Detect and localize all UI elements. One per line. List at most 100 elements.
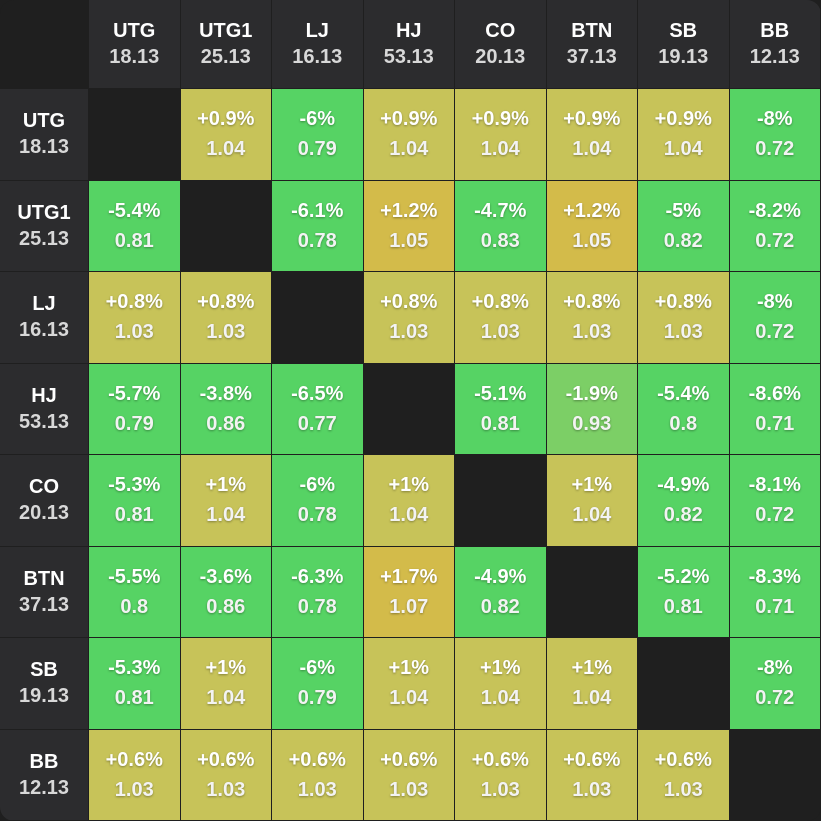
cell-ratio: 0.93	[572, 412, 612, 435]
cell-ratio: 0.71	[755, 412, 795, 435]
matrix-cell[interactable]: -5% 0.82	[638, 180, 730, 272]
matrix-cell[interactable]: -3.8% 0.86	[180, 363, 272, 455]
matrix-cell[interactable]: -8.1% 0.72	[729, 455, 821, 547]
cell-percent: +0.9%	[563, 108, 621, 131]
matrix-cell[interactable]: -8% 0.72	[729, 272, 821, 364]
column-header-lj: LJ 16.13	[272, 0, 364, 89]
matrix-cell[interactable]: +0.8% 1.03	[455, 272, 547, 364]
cell-ratio: 1.03	[389, 778, 429, 801]
matrix-cell[interactable]: +0.8% 1.03	[180, 272, 272, 364]
cell-ratio: 1.03	[206, 321, 246, 344]
matrix-cell[interactable]: +0.9% 1.04	[638, 89, 730, 181]
matrix-cell[interactable]: +0.9% 1.04	[455, 89, 547, 181]
cell-ratio: 0.82	[480, 595, 520, 618]
matrix-cell[interactable]: -5.1% 0.81	[455, 363, 547, 455]
cell-percent: +0.8%	[380, 291, 438, 314]
matrix-cell[interactable]: +0.6% 1.03	[180, 729, 272, 821]
cell-ratio: 1.03	[206, 778, 246, 801]
row-header-utg: UTG 18.13	[0, 89, 89, 181]
cell-percent: +1%	[205, 657, 247, 680]
cell-percent: -8%	[756, 657, 793, 680]
matrix-cell[interactable]: +0.8% 1.03	[638, 272, 730, 364]
matrix-cell[interactable]: -8.3% 0.71	[729, 546, 821, 638]
matrix-cell[interactable]: -8.2% 0.72	[729, 180, 821, 272]
matrix-cell[interactable]: +0.6% 1.03	[455, 729, 547, 821]
matrix-cell[interactable]: +0.6% 1.03	[272, 729, 364, 821]
matrix-cell[interactable]: +1% 1.04	[546, 638, 638, 730]
matrix-cell[interactable]: -5.4% 0.8	[638, 363, 730, 455]
matrix-cell[interactable]: +1.7% 1.07	[363, 546, 455, 638]
matrix-cell[interactable]: -6% 0.79	[272, 638, 364, 730]
matrix-cell[interactable]: +1% 1.04	[363, 638, 455, 730]
cell-percent: +1.2%	[380, 199, 438, 222]
cell-percent: +0.9%	[380, 108, 438, 131]
cell-ratio: 1.04	[480, 687, 520, 710]
cell-percent: -8.6%	[748, 382, 801, 405]
cell-ratio: 0.83	[480, 229, 520, 252]
cell-ratio: 0.81	[480, 412, 520, 435]
matrix-cell[interactable]: -4.9% 0.82	[638, 455, 730, 547]
matrix-cell[interactable]: -8.6% 0.71	[729, 363, 821, 455]
matrix-cell[interactable]: -6.5% 0.77	[272, 363, 364, 455]
matrix-cell[interactable]: -8% 0.72	[729, 89, 821, 181]
matrix-cell[interactable]: +0.9% 1.04	[363, 89, 455, 181]
matrix-cell[interactable]: -5.4% 0.81	[89, 180, 181, 272]
matrix-cell[interactable]: -6.1% 0.78	[272, 180, 364, 272]
matrix-cell[interactable]: +0.6% 1.03	[638, 729, 730, 821]
column-header-utg: UTG 18.13	[89, 0, 181, 89]
cell-ratio: 0.82	[663, 229, 703, 252]
cell-percent: +0.6%	[288, 748, 346, 771]
matrix-cell[interactable]: +1% 1.04	[180, 455, 272, 547]
cell-percent: -6.3%	[291, 565, 344, 588]
matrix-cell[interactable]: -8% 0.72	[729, 638, 821, 730]
cell-percent: +0.9%	[197, 108, 255, 131]
cell-ratio: 1.03	[114, 321, 154, 344]
cell-percent: -4.7%	[474, 199, 527, 222]
matrix-cell[interactable]: -3.6% 0.86	[180, 546, 272, 638]
empty-cell	[272, 272, 364, 364]
matrix-cell[interactable]: +0.8% 1.03	[363, 272, 455, 364]
matrix-cell[interactable]: -6% 0.78	[272, 455, 364, 547]
matrix-cell[interactable]: -4.7% 0.83	[455, 180, 547, 272]
row-header-stack: 25.13	[18, 227, 70, 250]
cell-percent: -8.1%	[748, 474, 801, 497]
matrix-cell[interactable]: +0.6% 1.03	[546, 729, 638, 821]
matrix-cell[interactable]: -5.2% 0.81	[638, 546, 730, 638]
matrix-cell[interactable]: +0.6% 1.03	[89, 729, 181, 821]
cell-ratio: 1.07	[389, 595, 429, 618]
matrix-cell[interactable]: -5.7% 0.79	[89, 363, 181, 455]
matrix-cell[interactable]: -1.9% 0.93	[546, 363, 638, 455]
cell-ratio: 1.04	[206, 687, 246, 710]
matrix-cell[interactable]: +0.8% 1.03	[546, 272, 638, 364]
row-header-stack: 12.13	[18, 776, 70, 799]
matrix-cell[interactable]: -6% 0.79	[272, 89, 364, 181]
cell-percent: -1.9%	[565, 382, 618, 405]
matrix-cell[interactable]: -5.5% 0.8	[89, 546, 181, 638]
cell-ratio: 0.71	[755, 595, 795, 618]
matrix-cell[interactable]: -6.3% 0.78	[272, 546, 364, 638]
matrix-cell[interactable]: +1.2% 1.05	[546, 180, 638, 272]
matrix-cell[interactable]: -5.3% 0.81	[89, 455, 181, 547]
cell-ratio: 1.04	[572, 687, 612, 710]
matrix-cell[interactable]: +0.9% 1.04	[180, 89, 272, 181]
matrix-cell[interactable]: +1% 1.04	[546, 455, 638, 547]
matrix-cell[interactable]: +0.9% 1.04	[546, 89, 638, 181]
column-header-stack: 37.13	[566, 46, 617, 68]
row-header-stack: 53.13	[18, 410, 70, 433]
matrix-cell[interactable]: +1% 1.04	[363, 455, 455, 547]
cell-ratio: 1.03	[480, 321, 520, 344]
matrix-cell[interactable]: +1% 1.04	[180, 638, 272, 730]
column-header-position: UTG	[113, 20, 156, 42]
matrix-cell[interactable]: +1% 1.04	[455, 638, 547, 730]
row-header-position: UTG	[22, 110, 66, 133]
cell-percent: -3.6%	[199, 565, 252, 588]
matrix-cell[interactable]: +0.8% 1.03	[89, 272, 181, 364]
matrix-cell[interactable]: -4.9% 0.82	[455, 546, 547, 638]
cell-percent: -6%	[299, 108, 336, 131]
matrix-cell[interactable]: +0.6% 1.03	[363, 729, 455, 821]
cell-percent: -5.1%	[474, 382, 527, 405]
matrix-cell[interactable]: -5.3% 0.81	[89, 638, 181, 730]
cell-ratio: 0.81	[663, 595, 703, 618]
cell-percent: +0.8%	[471, 291, 529, 314]
matrix-cell[interactable]: +1.2% 1.05	[363, 180, 455, 272]
